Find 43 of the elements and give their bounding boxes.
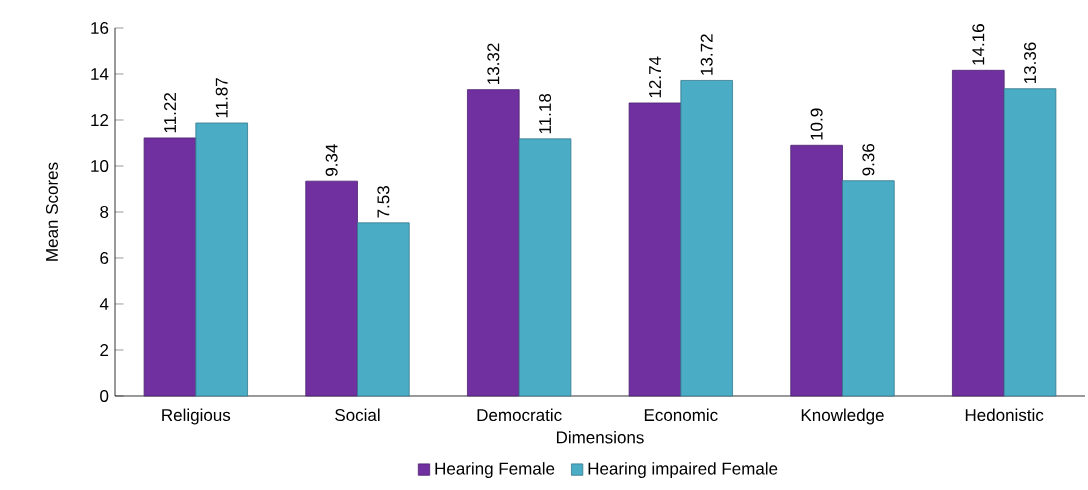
- y-tick-label: 12: [91, 114, 109, 126]
- y-tick-label: 14: [91, 68, 109, 80]
- data-label: 13.32: [487, 43, 500, 84]
- bar: [305, 180, 358, 397]
- data-label: 10.9: [810, 108, 823, 140]
- data-label: 11.18: [539, 93, 552, 134]
- bar: [680, 80, 733, 397]
- y-tick-label: 16: [91, 21, 109, 34]
- x-tick-label: Hedonistic: [965, 408, 1044, 422]
- data-label: 14.16: [972, 24, 985, 65]
- x-axis-title: Dimensions: [556, 430, 644, 444]
- x-tick-label: Economic: [644, 408, 718, 422]
- data-label: 9.34: [325, 144, 338, 176]
- y-tick-label: 2: [100, 344, 109, 356]
- bar: [357, 222, 410, 397]
- bar: [842, 180, 895, 397]
- y-tick-label: 10: [91, 159, 109, 172]
- legend-label: Hearing impaired Female: [588, 462, 778, 478]
- legend-label: Hearing Female: [435, 462, 555, 478]
- bar: [790, 144, 843, 397]
- data-label: 11.87: [215, 78, 228, 118]
- x-tick-label: Religious: [162, 408, 231, 425]
- y-tick-label: 0: [100, 389, 109, 402]
- bar: [518, 138, 572, 397]
- data-label: 13.36: [1024, 42, 1037, 84]
- data-label: 11.22: [164, 93, 176, 133]
- bar: [952, 69, 1005, 397]
- bar: [195, 122, 248, 397]
- y-axis-title: Mean Scores: [45, 162, 58, 261]
- x-tick-label: Democratic: [477, 408, 562, 422]
- data-label: 9.36: [862, 143, 875, 176]
- y-tick-label: 4: [99, 298, 109, 310]
- x-tick-label: Social: [335, 408, 380, 422]
- bar: [467, 89, 520, 397]
- data-label: 7.53: [377, 186, 390, 218]
- data-label: 13.72: [700, 34, 713, 75]
- x-tick-label: Knowledge: [801, 408, 884, 425]
- y-tick-label: 6: [100, 251, 109, 264]
- bar: [143, 137, 197, 397]
- bar: [628, 102, 682, 397]
- bar: [1003, 88, 1057, 397]
- data-label: 12.74: [649, 56, 661, 98]
- y-tick-label: 8: [100, 205, 109, 218]
